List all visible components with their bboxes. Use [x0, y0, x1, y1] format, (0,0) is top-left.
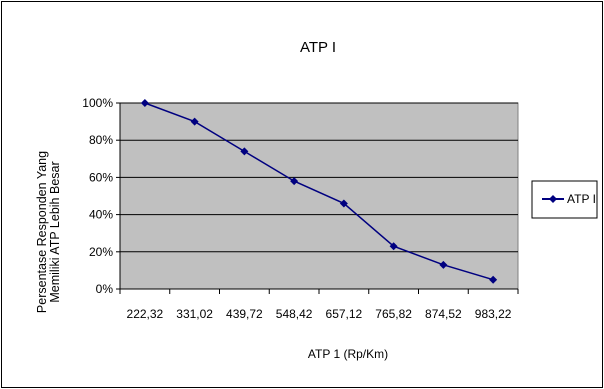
legend-entry-label: ATP I: [567, 192, 596, 206]
y-tick-label: 60%: [89, 170, 113, 184]
x-tick-label: 331,02: [176, 307, 213, 321]
y-axis-label-line-1: Persentase Responden Yang: [35, 151, 49, 313]
grid-lines: [119, 102, 518, 290]
y-axis-label-line-2: Memiliki ATP Lebih Besar: [48, 161, 62, 302]
x-tick-label: 983,22: [475, 307, 512, 321]
data-point: [439, 260, 448, 269]
y-axis-label-group: Persentase Responden Yang Memiliki ATP L…: [35, 151, 62, 313]
x-tick-label: 222,32: [127, 307, 164, 321]
x-tick-label: 439,72: [226, 307, 263, 321]
x-tick-label: 874,52: [425, 307, 462, 321]
y-tick-label: 80%: [89, 133, 113, 147]
plot-area: [119, 102, 519, 290]
data-point: [290, 177, 299, 186]
x-axis-ticks: 222,32 331,02 439,72 548,42 657,12 765,82 874,…: [119, 289, 519, 321]
data-point: [339, 199, 348, 208]
data-point: [140, 99, 149, 107]
x-tick-label: 548,42: [276, 307, 313, 321]
series-layer: [140, 99, 498, 284]
chart-title: ATP I: [300, 39, 336, 56]
data-point: [389, 242, 398, 251]
data-point: [489, 275, 498, 284]
y-tick-label: 40%: [89, 208, 113, 222]
y-tick-label: 20%: [89, 245, 113, 259]
x-tick-label: 657,12: [326, 307, 363, 321]
x-axis-label: ATP 1 (Rp/Km): [308, 347, 388, 361]
data-point: [240, 147, 249, 156]
series-line: [144, 102, 494, 281]
legend: ATP I: [531, 180, 598, 219]
data-point: [190, 117, 199, 126]
y-tick-label: 0%: [96, 282, 114, 296]
legend-marker: [549, 195, 557, 203]
y-tick-label: 100%: [82, 96, 113, 110]
x-tick-label: 765,82: [375, 307, 412, 321]
y-axis-ticks: 0% 20% 40% 60% 80% 100%: [82, 96, 120, 296]
plot-background: [119, 102, 519, 290]
